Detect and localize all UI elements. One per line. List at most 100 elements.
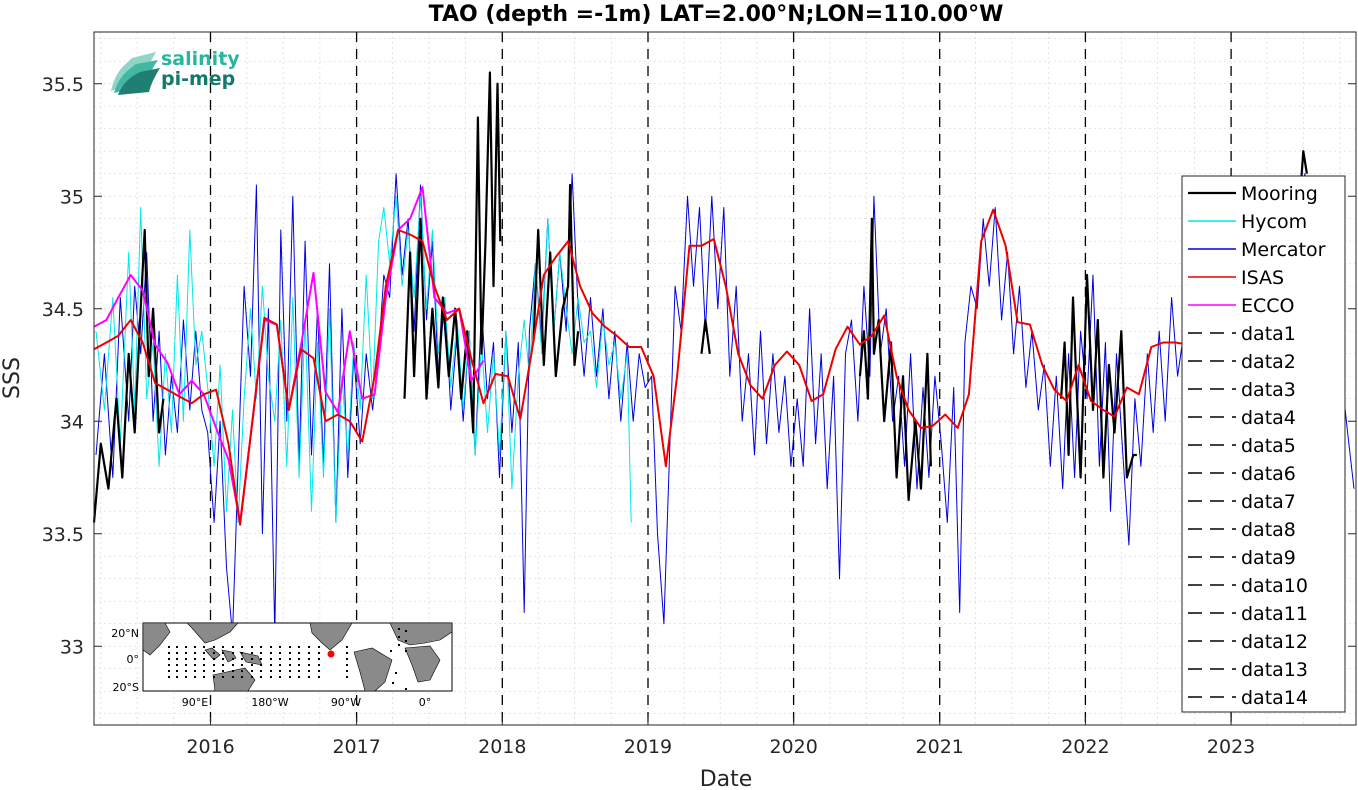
buoy-dot <box>185 646 187 648</box>
buoy-dot <box>298 676 300 678</box>
buoy-dot <box>270 676 272 678</box>
buoy-dot <box>298 652 300 654</box>
legend-item: data4 <box>1188 407 1296 429</box>
buoy-dot <box>222 670 224 672</box>
inset-map-buoy-dots <box>168 628 407 690</box>
series-line-mooring <box>700 318 711 354</box>
salinity-pi-mep-logo: salinity pi-mep <box>111 48 240 95</box>
buoy-dot <box>260 670 262 672</box>
y-axis-ticks: 33 33.5 34 34.5 35 35.5 <box>42 74 1356 658</box>
buoy-dot <box>213 658 215 660</box>
legend-label: data6 <box>1241 463 1296 485</box>
buoy-dot <box>194 676 196 678</box>
buoy-dot <box>176 670 178 672</box>
buoy-dot <box>279 658 281 660</box>
logo-line2: pi-mep <box>161 68 235 90</box>
buoy-dot <box>298 658 300 660</box>
buoy-dot <box>176 658 178 660</box>
legend-item: data9 <box>1188 547 1296 569</box>
legend-item: ECCO <box>1188 295 1295 317</box>
legend-label: data2 <box>1241 351 1296 373</box>
legend-label: ECCO <box>1241 295 1295 317</box>
legend-item: data7 <box>1188 491 1296 513</box>
buoy-dot <box>241 670 243 672</box>
buoy-dot <box>203 676 205 678</box>
buoy-dot <box>405 640 407 642</box>
buoy-dot <box>279 670 281 672</box>
buoy-dot <box>213 664 215 666</box>
buoy-dot <box>270 664 272 666</box>
buoy-dot <box>270 652 272 654</box>
buoy-dot <box>213 670 215 672</box>
inset-map-station-marker <box>327 650 335 658</box>
series-hycom <box>95 195 632 523</box>
buoy-dot <box>232 646 234 648</box>
buoy-dot <box>185 676 187 678</box>
buoy-dot <box>405 688 407 690</box>
buoy-dot <box>279 652 281 654</box>
buoy-dot <box>251 664 253 666</box>
legend-item: data13 <box>1188 659 1308 681</box>
legend-label: data1 <box>1241 323 1296 345</box>
legend-label: data12 <box>1241 631 1308 653</box>
buoy-dot <box>241 646 243 648</box>
buoy-dot <box>241 676 243 678</box>
legend-label: data13 <box>1241 659 1308 681</box>
buoy-dot <box>279 646 281 648</box>
buoy-dot <box>168 670 170 672</box>
buoy-dot <box>194 670 196 672</box>
series-line-mercator <box>95 173 1355 636</box>
buoy-dot <box>392 682 394 684</box>
inset-map-land <box>142 622 453 692</box>
buoy-dot <box>346 676 348 678</box>
buoy-dot <box>251 652 253 654</box>
legend-item: data2 <box>1188 351 1296 373</box>
buoy-dot <box>222 664 224 666</box>
buoy-dot <box>260 664 262 666</box>
legend-label: Hycom <box>1241 211 1307 233</box>
buoy-dot <box>318 652 320 654</box>
buoy-dot <box>213 652 215 654</box>
legend-item: data12 <box>1188 631 1308 653</box>
buoy-dot <box>176 652 178 654</box>
buoy-dot <box>398 628 400 630</box>
x-tick-label: 2019 <box>624 736 672 758</box>
buoy-dot <box>260 646 262 648</box>
buoy-dot <box>289 646 291 648</box>
inset-map: 20°N 0° 20°S 90°E 180°W 90°W 0° <box>111 622 453 709</box>
buoy-dot <box>318 670 320 672</box>
legend-item: Hycom <box>1188 211 1307 233</box>
legend-item: Mercator <box>1188 239 1326 261</box>
buoy-dot <box>270 646 272 648</box>
buoy-dot <box>168 658 170 660</box>
buoy-dot <box>346 664 348 666</box>
buoy-dot <box>318 658 320 660</box>
buoy-dot <box>168 652 170 654</box>
buoy-dot <box>260 676 262 678</box>
buoy-dot <box>203 646 205 648</box>
buoy-dot <box>251 676 253 678</box>
x-tick-label: 2018 <box>478 736 526 758</box>
x-tick-label: 2016 <box>186 736 234 758</box>
buoy-dot <box>194 658 196 660</box>
series-line-mooring <box>1299 150 1308 186</box>
buoy-dot <box>289 664 291 666</box>
buoy-dot <box>203 652 205 654</box>
buoy-dot <box>168 676 170 678</box>
buoy-dot <box>308 646 310 648</box>
buoy-dot <box>405 650 407 652</box>
x-axis-label: Date <box>700 767 753 790</box>
buoy-dot <box>289 676 291 678</box>
inset-lon-label: 90°E <box>182 696 208 709</box>
buoy-dot <box>289 652 291 654</box>
legend-label: data9 <box>1241 547 1296 569</box>
series-mercator <box>95 173 1355 636</box>
buoy-dot <box>398 644 400 646</box>
buoy-dot <box>213 646 215 648</box>
x-tick-label: 2023 <box>1207 736 1255 758</box>
series-line-mooring <box>1060 273 1137 479</box>
y-tick-label: 35.5 <box>42 74 84 96</box>
buoy-dot <box>241 664 243 666</box>
legend: Mooring Hycom Mercator ISAS ECCO data1 data2 da… <box>1181 175 1346 713</box>
x-tick-label: 2017 <box>332 736 380 758</box>
